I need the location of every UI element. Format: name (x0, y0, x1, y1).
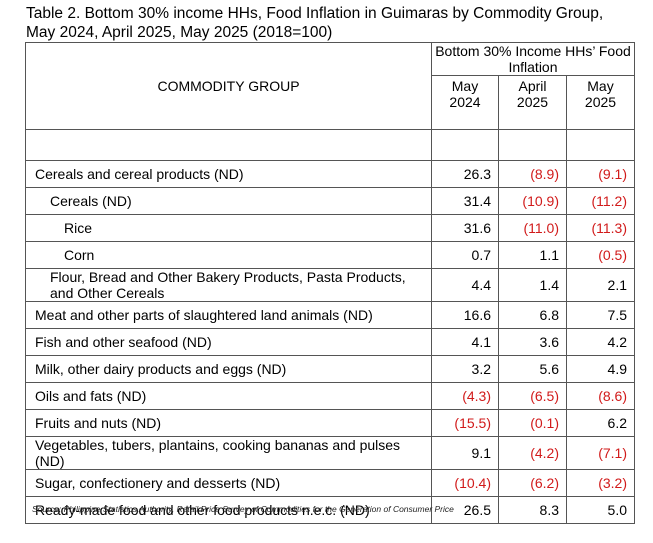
value-may2025: (8.6) (566, 382, 635, 410)
commodity-name: Milk, other dairy products and eggs (ND) (25, 355, 432, 383)
commodity-name: Vegetables, tubers, plantains, cooking b… (25, 436, 432, 470)
table-row: Cereals and cereal products (ND) 26.3 (8.9… (25, 160, 635, 188)
commodity-group-header: COMMODITY GROUP (25, 42, 432, 130)
value-may2024: 3.2 (431, 355, 499, 383)
value-apr2025: 3.6 (498, 328, 567, 356)
commodity-name: Fish and other seafood (ND) (25, 328, 432, 356)
table-row: Milk, other dairy products and eggs (ND)… (25, 355, 635, 383)
value-may2025: (7.1) (566, 436, 635, 470)
table-row: Sugar, confectionery and desserts (ND) (1… (25, 469, 635, 497)
value-apr2025: 5.6 (498, 355, 567, 383)
value-may2024: (15.5) (431, 409, 499, 437)
value-may2025: 4.9 (566, 355, 635, 383)
commodity-name: Sugar, confectionery and desserts (ND) (25, 469, 432, 497)
commodity-name: Cereals and cereal products (ND) (25, 160, 432, 188)
value-apr2025: (11.0) (498, 214, 567, 242)
col-april-2025-header: April 2025 (498, 75, 567, 130)
value-may2025: 5.0 (566, 496, 635, 524)
inflation-table: COMMODITY GROUP Bottom 30% Income HHs’ F… (25, 42, 635, 524)
value-may2024: 26.5 (431, 496, 499, 524)
value-may2025: (11.2) (566, 187, 635, 215)
value-apr2025: (4.2) (498, 436, 567, 470)
commodity-name: Oils and fats (ND) (25, 382, 432, 410)
value-apr2025: 6.8 (498, 301, 567, 329)
table-row: Rice 31.6 (11.0) (11.3) (25, 214, 635, 242)
source-note: Source: Philippine Statistics Authority,… (32, 504, 454, 514)
commodity-name: Fruits and nuts (ND) (25, 409, 432, 437)
commodity-name: Meat and other parts of slaughtered land… (25, 301, 432, 329)
value-may2025: 4.2 (566, 328, 635, 356)
table-row: Oils and fats (ND) (4.3) (6.5) (8.6) (25, 382, 635, 410)
table-row: Flour, Bread and Other Bakery Products, … (25, 268, 635, 302)
value-may2025: 2.1 (566, 268, 635, 302)
value-may2024: 4.4 (431, 268, 499, 302)
value-apr2025: 8.3 (498, 496, 567, 524)
value-may2025: 7.5 (566, 301, 635, 329)
value-may2024: 0.7 (431, 241, 499, 269)
value-apr2025: 1.4 (498, 268, 567, 302)
value-apr2025: (8.9) (498, 160, 567, 188)
commodity-name: Cereals (ND) (25, 187, 432, 215)
value-may2024: (4.3) (431, 382, 499, 410)
value-may2024: 31.4 (431, 187, 499, 215)
value-may2024: 26.3 (431, 160, 499, 188)
value-may2024: 9.1 (431, 436, 499, 470)
table-row: Ready-made food and other food products … (25, 496, 635, 524)
value-apr2025: 1.1 (498, 241, 567, 269)
value-apr2025: (6.2) (498, 469, 567, 497)
value-may2025: (3.2) (566, 469, 635, 497)
value-may2025: (0.5) (566, 241, 635, 269)
spacer-row (25, 129, 635, 161)
value-may2024: 4.1 (431, 328, 499, 356)
table-row: Fruits and nuts (ND) (15.5) (0.1) 6.2 (25, 409, 635, 437)
value-apr2025: (0.1) (498, 409, 567, 437)
value-may2025: (11.3) (566, 214, 635, 242)
value-may2025: 6.2 (566, 409, 635, 437)
col-may-2025-header: May 2025 (566, 75, 635, 130)
table-title: Table 2. Bottom 30% income HHs, Food Inf… (26, 5, 604, 41)
table-row: Fish and other seafood (ND) 4.1 3.6 4.2 (25, 328, 635, 356)
commodity-name: Flour, Bread and Other Bakery Products, … (25, 268, 432, 302)
bottom-30-income-label: Bottom 30% Income HHs’ Food Inflation (435, 43, 631, 75)
value-may2025: (9.1) (566, 160, 635, 188)
commodity-name: Rice (25, 214, 432, 242)
value-may2024: 31.6 (431, 214, 499, 242)
commodity-name: Corn (25, 241, 432, 269)
value-may2024: (10.4) (431, 469, 499, 497)
table-row: Vegetables, tubers, plantains, cooking b… (25, 436, 635, 470)
table-row: Meat and other parts of slaughtered land… (25, 301, 635, 329)
value-may2024: 16.6 (431, 301, 499, 329)
bottom-30-income-header: Bottom 30% Income HHs’ Food Inflation (431, 42, 635, 76)
table-row: Corn 0.7 1.1 (0.5) (25, 241, 635, 269)
value-apr2025: (6.5) (498, 382, 567, 410)
commodity-name: Ready-made food and other food products … (25, 496, 432, 524)
table-row: Cereals (ND) 31.4 (10.9) (11.2) (25, 187, 635, 215)
value-apr2025: (10.9) (498, 187, 567, 215)
col-may-2024-header: May 2024 (431, 75, 499, 130)
